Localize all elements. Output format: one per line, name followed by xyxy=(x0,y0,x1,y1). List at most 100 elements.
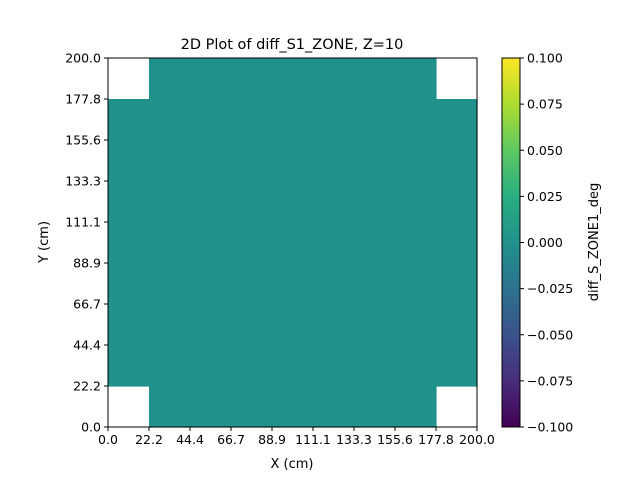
heatmap-cell xyxy=(313,304,355,346)
heatmap-cell xyxy=(436,140,478,182)
heatmap-cell xyxy=(272,99,314,141)
heatmap-cell xyxy=(190,263,232,305)
colorbar-tick-label: −0.075 xyxy=(527,373,573,388)
x-axis-label: X (cm) xyxy=(271,457,314,472)
y-tick-label: 200.0 xyxy=(65,51,101,66)
x-tick-label: 133.3 xyxy=(336,432,372,447)
heatmap-cell xyxy=(354,386,396,428)
heatmap-cell xyxy=(149,304,191,346)
x-tick-label: 44.4 xyxy=(176,432,204,447)
heatmap-cell xyxy=(108,140,150,182)
heatmap-cell xyxy=(436,181,478,223)
x-axis-ticks: 0.0 22.2 44.4 66.7 88.9 111.1 133.3 155.6 177.8 2… xyxy=(98,427,495,447)
heatmap-cell xyxy=(313,263,355,305)
x-tick-label: 22.2 xyxy=(135,432,163,447)
heatmap-cell xyxy=(354,99,396,141)
heatmap-cell xyxy=(272,181,314,223)
heatmap-cell xyxy=(231,263,273,305)
colorbar-tick-label: −0.100 xyxy=(527,420,573,435)
y-tick-label: 22.2 xyxy=(73,379,101,394)
y-axis-label: Y (cm) xyxy=(37,221,52,264)
heatmap-cell xyxy=(395,386,437,428)
heatmap-cell xyxy=(272,222,314,264)
heatmap-cell xyxy=(149,140,191,182)
heatmap-cell xyxy=(272,345,314,387)
heatmap-cell xyxy=(149,181,191,223)
heatmap-cell xyxy=(149,222,191,264)
heatmap-cell xyxy=(190,222,232,264)
heatmap-cell xyxy=(108,304,150,346)
heatmap-cell xyxy=(108,345,150,387)
heatmap-cell xyxy=(436,222,478,264)
heatmap-cells xyxy=(108,58,478,428)
heatmap-cell xyxy=(395,140,437,182)
y-tick-label: 133.3 xyxy=(65,174,101,189)
heatmap-cell xyxy=(313,386,355,428)
heatmap-cell xyxy=(190,345,232,387)
heatmap-cell xyxy=(149,58,191,100)
heatmap-cell xyxy=(108,222,150,264)
heatmap-cell xyxy=(436,304,478,346)
colorbar xyxy=(501,57,521,428)
heatmap-cell xyxy=(149,99,191,141)
heatmap-cell xyxy=(313,99,355,141)
heatmap-cell xyxy=(395,263,437,305)
heatmap-cell xyxy=(395,181,437,223)
x-tick-label: 155.6 xyxy=(377,432,413,447)
heatmap-cell xyxy=(272,140,314,182)
heatmap-cell xyxy=(149,345,191,387)
y-tick-label: 88.9 xyxy=(73,256,101,271)
heatmap-cell xyxy=(313,58,355,100)
heatmap-cell xyxy=(231,345,273,387)
heatmap-cell xyxy=(149,263,191,305)
heatmap-cell xyxy=(149,386,191,428)
chart-title: 2D Plot of diff_S1_ZONE, Z=10 xyxy=(181,37,404,53)
heatmap-cell xyxy=(190,304,232,346)
heatmap-cell xyxy=(272,58,314,100)
colorbar-tick-label: 0.075 xyxy=(527,97,563,112)
heatmap-cell xyxy=(436,263,478,305)
heatmap-cell xyxy=(272,263,314,305)
colorbar-tick-label: 0.100 xyxy=(527,51,563,66)
heatmap-cell xyxy=(354,304,396,346)
heatmap-cell xyxy=(436,345,478,387)
heatmap-cell xyxy=(313,181,355,223)
heatmap-cell xyxy=(313,222,355,264)
heatmap-cell xyxy=(354,222,396,264)
x-tick-label: 111.1 xyxy=(295,432,331,447)
heatmap-cell xyxy=(231,181,273,223)
heatmap-cell xyxy=(231,222,273,264)
heatmap-cell xyxy=(354,263,396,305)
colorbar-tick-label: 0.000 xyxy=(527,235,563,250)
heatmap-cell xyxy=(395,99,437,141)
heatmap-cell xyxy=(108,99,150,141)
heatmap-cell xyxy=(190,140,232,182)
x-tick-label: 88.9 xyxy=(258,432,286,447)
colorbar-tick-label: −0.025 xyxy=(527,281,573,296)
heatmap-cell xyxy=(190,99,232,141)
heatmap-cell xyxy=(231,99,273,141)
colorbar-tick-label: 0.025 xyxy=(527,189,563,204)
y-axis-ticks: 0.0 22.2 44.4 66.7 88.9 111.1 133.3 155.6 177.8 2… xyxy=(65,51,108,435)
x-tick-label: 200.0 xyxy=(459,432,495,447)
heatmap-cell xyxy=(354,181,396,223)
heatmap-cell xyxy=(272,386,314,428)
y-tick-label: 155.6 xyxy=(65,133,101,148)
y-tick-label: 66.7 xyxy=(73,297,101,312)
heatmap-cell xyxy=(231,140,273,182)
x-tick-label: 66.7 xyxy=(217,432,245,447)
heatmap-cell xyxy=(395,345,437,387)
heatmap-cell xyxy=(231,58,273,100)
heatmap-cell xyxy=(395,58,437,100)
colorbar-label: diff_S_ZONE1_deg xyxy=(587,183,602,301)
y-tick-label: 111.1 xyxy=(65,215,101,230)
heatmap-cell xyxy=(313,140,355,182)
colorbar-tick-label: 0.050 xyxy=(527,143,563,158)
heatmap-cell xyxy=(354,140,396,182)
y-tick-label: 44.4 xyxy=(73,338,101,353)
heatmap-cell xyxy=(108,181,150,223)
colorbar-tick-label: −0.050 xyxy=(527,327,573,342)
heatmap-cell xyxy=(313,345,355,387)
heatmap-cell xyxy=(395,304,437,346)
